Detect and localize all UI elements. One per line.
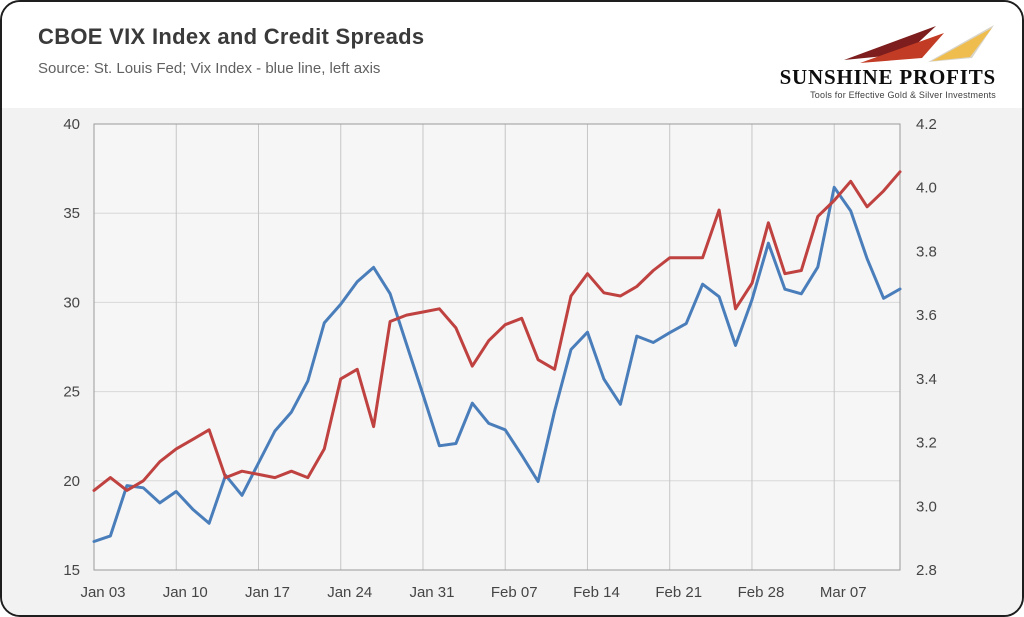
right-axis-tick-label: 3.8 xyxy=(916,243,937,260)
header: CBOE VIX Index and Credit Spreads Source… xyxy=(2,2,1022,101)
x-axis-tick-label: Jan 17 xyxy=(245,584,290,601)
source-note: Source: St. Louis Fed; Vix Index - blue … xyxy=(38,60,381,77)
chart-section: 40 35 30 25 20 15 4.2 4.0 3.8 3.6 3.4 3.2 3.0 2.8 Jan … xyxy=(2,108,1022,615)
plot-border xyxy=(93,123,901,571)
x-axis-tick-label: Jan 31 xyxy=(409,584,454,601)
right-axis-tick-label: 4.2 xyxy=(916,116,937,133)
left-axis-tick-label: 40 xyxy=(63,116,80,133)
x-axis-tick-label: Mar 07 xyxy=(820,584,867,601)
x-axis-tick-label: Feb 14 xyxy=(573,584,620,601)
right-axis-tick-label: 2.8 xyxy=(916,562,937,579)
right-axis-tick-label: 3.2 xyxy=(916,435,937,452)
right-axis-tick-label: 3.6 xyxy=(916,307,937,324)
left-axis-tick-label: 15 xyxy=(63,562,80,579)
plot-area xyxy=(94,124,900,571)
x-axis-tick-label: Jan 10 xyxy=(163,584,208,601)
left-axis-tick-label: 25 xyxy=(63,384,80,401)
x-axis-tick-label: Jan 03 xyxy=(80,584,125,601)
logo-arrows-icon xyxy=(844,25,994,63)
vix-line xyxy=(92,185,902,544)
left-axis-tick-label: 20 xyxy=(63,473,80,490)
right-axis-tick-label: 3.4 xyxy=(916,371,937,388)
x-axis-tick-label: Feb 07 xyxy=(491,584,538,601)
credit-spread-line xyxy=(92,170,902,492)
chart-svg: 40 35 30 25 20 15 4.2 4.0 3.8 3.6 3.4 3.2 3.0 2.8 Jan … xyxy=(63,116,937,601)
x-axis-tick-label: Jan 24 xyxy=(327,584,372,601)
left-axis-tick-label: 35 xyxy=(63,205,80,222)
right-axis-tick-label: 3.0 xyxy=(916,498,937,515)
sunshine-profits-logo: SUNSHINE PROFITS Tools for Effective Gol… xyxy=(780,24,1002,100)
right-axis-tick-label: 4.0 xyxy=(916,180,937,197)
x-axis-tick-label: Feb 21 xyxy=(655,584,702,601)
x-axis-tick-label: Feb 28 xyxy=(738,584,785,601)
logo-tagline: Tools for Effective Gold & Silver Invest… xyxy=(810,90,996,101)
title-block: CBOE VIX Index and Credit Spreads Source… xyxy=(38,24,424,77)
left-axis-tick-label: 30 xyxy=(63,294,80,311)
logo-brand: SUNSHINE PROFITS xyxy=(779,65,996,89)
chart-title: CBOE VIX Index and Credit Spreads xyxy=(38,24,425,49)
